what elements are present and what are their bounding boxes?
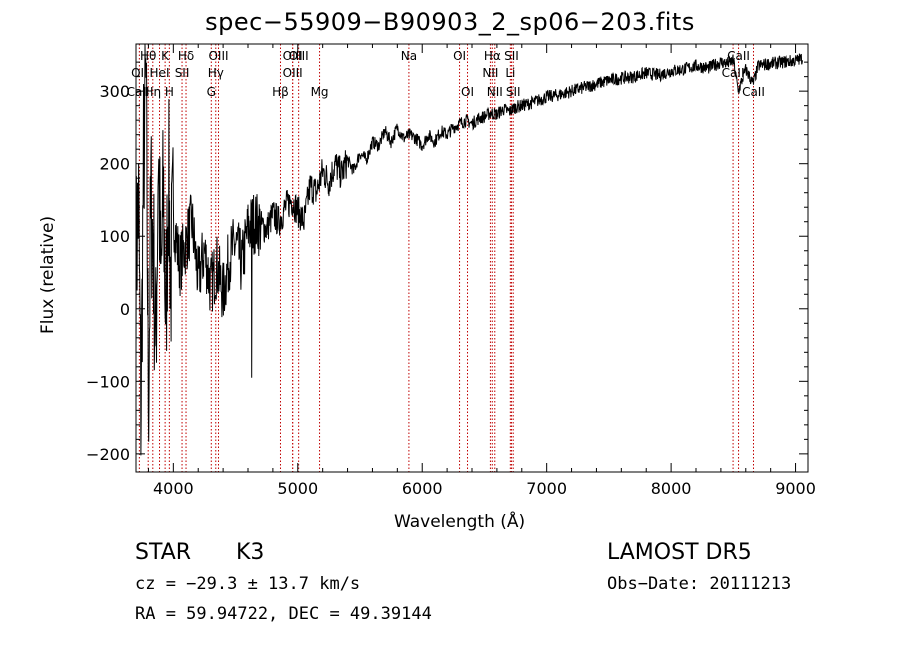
line-label: CaII bbox=[727, 49, 750, 63]
coordinates: RA = 59.94722, DEC = 49.39144 bbox=[135, 604, 432, 624]
line-label: OI bbox=[461, 85, 474, 99]
y-tick-label: 300 bbox=[99, 82, 130, 101]
x-axis-label: Wavelength (Å) bbox=[394, 512, 526, 532]
y-axis-label: Flux (relative) bbox=[38, 215, 58, 334]
line-label: OII bbox=[131, 66, 148, 80]
line-label: Hβ bbox=[272, 85, 289, 99]
spectrum-line bbox=[135, 43, 804, 456]
plot-axes bbox=[135, 43, 809, 473]
line-label: CaII bbox=[127, 85, 150, 99]
y-tick-label: 0 bbox=[120, 300, 130, 319]
line-label: OI bbox=[453, 49, 466, 63]
x-tick-label: 6000 bbox=[402, 479, 443, 498]
line-label: Hδ bbox=[178, 49, 194, 63]
line-label: CaII bbox=[742, 85, 765, 99]
object-class: STAR bbox=[135, 540, 192, 565]
line-label: Hα bbox=[484, 49, 501, 63]
y-tick-label: −100 bbox=[86, 372, 130, 391]
line-label: OIII bbox=[208, 49, 228, 63]
line-label: Mg bbox=[311, 85, 329, 99]
y-tick-label: 100 bbox=[99, 227, 130, 246]
redshift-cz: cz = −29.3 ± 13.7 km/s bbox=[135, 574, 361, 594]
spectrum-series bbox=[135, 43, 804, 456]
y-tick-label: 200 bbox=[99, 155, 130, 174]
line-label: OIII bbox=[289, 49, 309, 63]
emission-line-markers bbox=[135, 44, 754, 472]
observation-date: Obs−Date: 20111213 bbox=[607, 574, 792, 594]
line-label: SII bbox=[175, 66, 190, 80]
line-label: Li bbox=[505, 66, 515, 80]
line-label: Hη bbox=[144, 85, 161, 99]
x-tick-label: 9000 bbox=[775, 479, 816, 498]
line-label: NII bbox=[487, 85, 503, 99]
line-label: Na bbox=[401, 49, 417, 63]
line-label: G bbox=[207, 85, 216, 99]
x-tick-label: 4000 bbox=[153, 479, 194, 498]
line-label: SII bbox=[504, 49, 519, 63]
line-label: Hθ bbox=[140, 49, 156, 63]
line-label: HeI bbox=[150, 66, 170, 80]
line-label: OIII bbox=[283, 66, 303, 80]
x-tick-label: 7000 bbox=[526, 479, 567, 498]
chart-title: spec−55909−B90903_2_sp06−203.fits bbox=[205, 8, 695, 36]
line-label: CaII bbox=[722, 66, 745, 80]
line-label: OIII bbox=[283, 49, 303, 63]
line-label: K bbox=[161, 49, 170, 63]
x-tick-label: 8000 bbox=[651, 479, 692, 498]
plot-frame bbox=[135, 43, 809, 473]
object-subclass: K3 bbox=[236, 540, 265, 565]
survey-name: LAMOST DR5 bbox=[607, 540, 752, 565]
line-label: NII bbox=[482, 66, 498, 80]
x-tick-label: 5000 bbox=[277, 479, 318, 498]
line-label: Hγ bbox=[208, 66, 224, 80]
line-label: H bbox=[165, 85, 174, 99]
line-label: SII bbox=[506, 85, 521, 99]
y-tick-label: −200 bbox=[86, 445, 130, 464]
tick-labels: 4000 5000 6000 7000 8000 9000 −200 −100 0 100 200 3… bbox=[86, 82, 816, 498]
